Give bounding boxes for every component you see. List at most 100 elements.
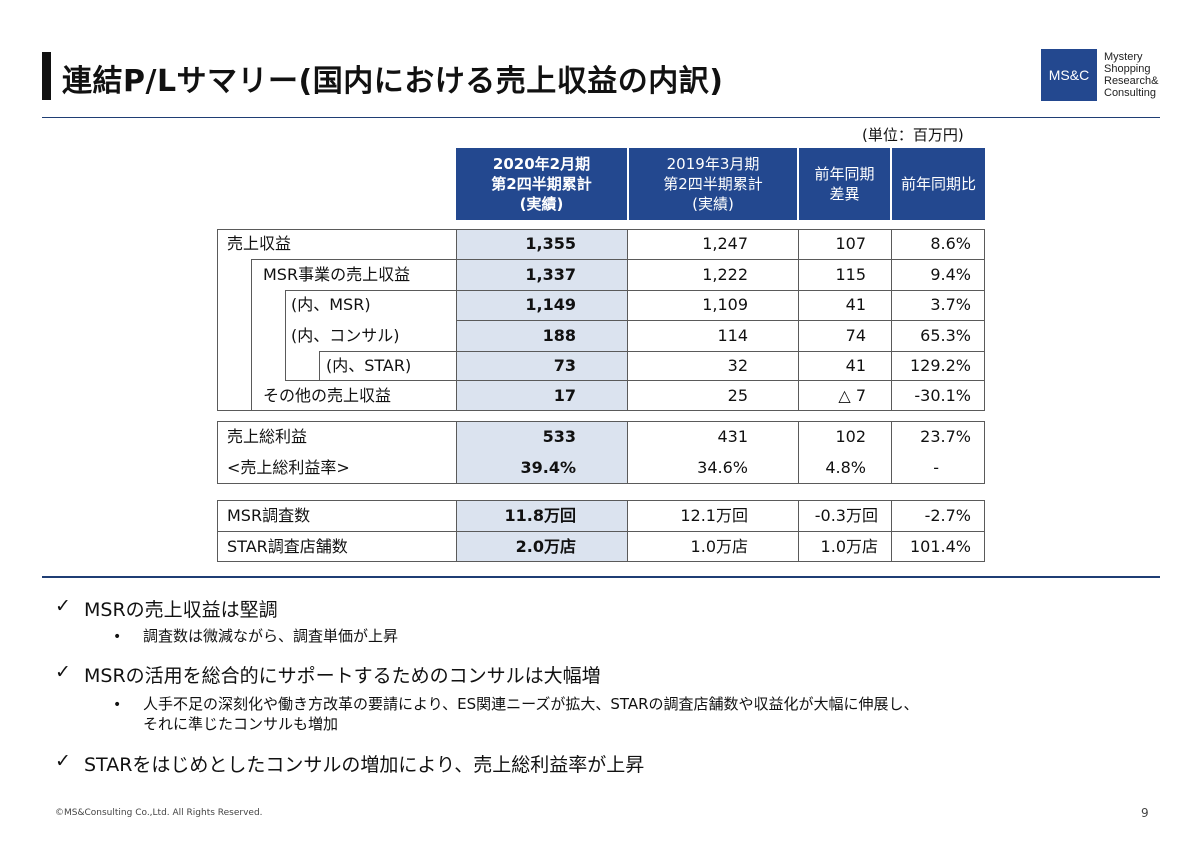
header-line: (実績) [519,195,564,213]
star-breakdown-box [319,351,985,381]
ratio-value: -2.7% [924,506,971,525]
prior-value: 1,109 [702,295,748,314]
current-value: 188 [542,326,576,345]
column-divider [456,500,457,562]
column-header-current: 2020年2月期 第2四半期累計 (実績) [456,148,627,220]
bullet-dot-icon: • [113,629,122,645]
row-label: (内、コンサル) [291,326,400,345]
current-value: 73 [553,356,576,375]
prior-value: 1,222 [702,265,748,284]
diff-value: 102 [835,427,866,446]
title-accent-bar [42,52,51,100]
row-divider [456,320,985,321]
prior-value: 34.6% [697,458,748,477]
row-label: MSR事業の売上収益 [263,265,411,284]
ratio-value: - [933,458,939,477]
ratio-value: 3.7% [930,295,971,314]
checkmark-icon: ✓ [55,595,71,617]
header-line: 第2四半期累計 [491,175,592,193]
ratio-value: 65.3% [920,326,971,345]
row-label: (内、STAR) [326,356,412,375]
diff-value: 1.0万店 [820,537,878,556]
ratio-value: 23.7% [920,427,971,446]
column-divider [798,421,799,484]
column-divider [798,500,799,562]
ratio-value: 101.4% [909,537,971,556]
column-header-ratio: 前年同期比 [892,148,985,220]
sub-bullet: 調査数は微減ながら、調査単価が上昇 [143,627,399,645]
prior-value: 32 [727,356,748,375]
current-value: 533 [542,427,576,446]
current-column-shade [456,421,627,484]
column-divider [456,229,457,411]
company-logo: MS&C [1041,49,1097,101]
sub-bullet: 人手不足の深刻化や働き方改革の要請により、ES関連ニーズが拡大、STARの調査店… [143,695,919,713]
column-divider [891,500,892,562]
prior-value: 1.0万店 [690,537,748,556]
diff-value: 41 [845,295,866,314]
checkmark-icon: ✓ [55,750,71,772]
header-line: 前年同期 [814,165,875,183]
prior-value: 25 [727,386,748,405]
diff-value: 74 [845,326,866,345]
diff-value: 4.8% [825,458,866,477]
logo-line: Mystery [1104,51,1143,63]
bullet-point: STARをはじめとしたコンサルの増加により、売上総利益率が上昇 [84,754,645,776]
logo-line: Consulting [1104,87,1156,99]
diff-value: 115 [835,265,866,284]
company-logo-text: Mystery Shopping Research& Consulting [1104,51,1158,99]
logo-line: Shopping [1104,63,1151,75]
column-header-diff: 前年同期 差異 [799,148,890,220]
column-divider [627,500,628,562]
ratio-value: 8.6% [930,234,971,253]
prior-value: 1,247 [702,234,748,253]
header-line: 第2四半期累計 [663,175,763,193]
row-label: MSR調査数 [227,506,311,525]
section-divider [42,576,1160,578]
header-line: (実績) [692,195,734,213]
row-label: 売上収益 [227,234,292,253]
column-divider [798,229,799,411]
diff-value: -0.3万回 [814,506,878,525]
current-value: 11.8万回 [504,506,576,525]
header-line: 前年同期比 [900,175,976,193]
current-value: 1,355 [525,234,576,253]
sub-bullet: それに準じたコンサルも増加 [143,715,339,733]
prior-value: 114 [717,326,748,345]
column-divider [627,229,628,411]
current-value: 17 [553,386,576,405]
gross-profit-group-box [217,421,985,484]
column-divider [456,421,457,484]
ratio-value: -30.1% [914,386,971,405]
prior-value: 12.1万回 [680,506,748,525]
row-label: その他の売上収益 [263,386,392,405]
bullet-dot-icon: • [113,697,122,713]
diff-value: 107 [835,234,866,253]
diff-value: 41 [845,356,866,375]
logo-line: Research& [1104,75,1159,87]
checkmark-icon: ✓ [55,661,71,683]
current-value: 1,149 [525,295,576,314]
header-line: 差異 [829,185,860,203]
bullet-point: MSRの売上収益は堅調 [84,599,278,621]
bullet-point: MSRの活用を総合的にサポートするためのコンサルは大幅増 [84,665,601,687]
prior-value: 431 [717,427,748,446]
column-divider [891,421,892,484]
unit-note: (単位：百万円) [862,126,964,144]
column-header-prior: 2019年3月期 第2四半期累計 (実績) [629,148,797,220]
page-number: 9 [1141,806,1149,820]
header-line: 2019年3月期 [666,155,760,173]
row-label: <売上総利益率> [227,458,350,477]
ratio-value: 9.4% [930,265,971,284]
copyright: ©MS&Consulting Co.,Ltd. All Rights Reser… [55,808,263,818]
row-label: STAR調査店舗数 [227,537,348,556]
page-title: 連結P/Lサマリー(国内における売上収益の内訳) [62,64,724,99]
diff-value: △ 7 [838,386,866,405]
row-divider [217,531,985,532]
column-divider [891,229,892,411]
ratio-value: 129.2% [909,356,971,375]
row-label: 売上総利益 [227,427,308,446]
header-line: 2020年2月期 [492,155,591,173]
current-value: 2.0万店 [515,537,576,556]
current-value: 39.4% [520,458,576,477]
